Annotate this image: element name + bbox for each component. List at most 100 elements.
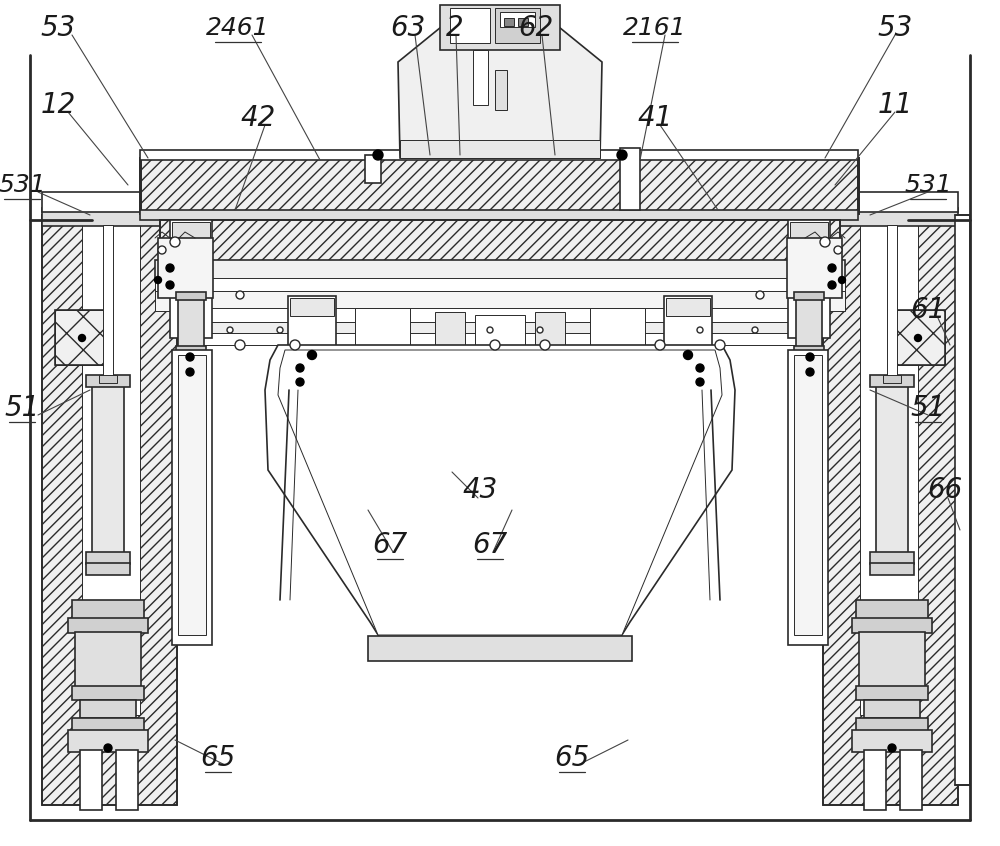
Polygon shape [278,350,722,635]
Bar [887,225,897,377]
Bar [475,315,525,345]
Text: 62: 62 [518,14,554,42]
Bar [450,8,490,43]
Bar [42,192,177,212]
Bar [80,700,136,718]
Bar [856,600,928,620]
Bar [355,308,410,348]
Bar [176,346,206,354]
Bar [890,310,945,365]
Bar [788,350,828,645]
Text: 42: 42 [240,104,276,132]
Circle shape [684,350,692,360]
Text: 67: 67 [372,531,408,559]
Bar [80,750,102,810]
Bar [368,636,632,661]
Text: 12: 12 [40,91,76,119]
Bar [75,632,141,687]
Bar [870,563,914,575]
Bar [82,215,140,715]
Circle shape [752,327,758,333]
Bar [140,158,858,213]
Bar [55,310,110,365]
Bar [796,296,822,348]
Text: 11: 11 [877,91,913,119]
Bar [856,686,928,700]
Polygon shape [265,345,735,648]
Circle shape [227,327,233,333]
Circle shape [296,378,304,386]
Bar [473,50,488,105]
Circle shape [806,353,814,361]
Bar [158,238,213,298]
Bar [666,298,710,316]
Bar [68,618,148,633]
Circle shape [828,281,836,289]
Circle shape [296,364,304,372]
Text: 65: 65 [554,744,590,772]
Circle shape [236,291,244,299]
Bar [155,278,845,293]
Bar [160,220,840,262]
Text: 43: 43 [462,476,498,504]
Circle shape [277,327,283,333]
Circle shape [820,237,830,247]
Bar [518,18,528,26]
Bar [55,310,110,365]
Text: 67: 67 [472,531,508,559]
Text: 66: 66 [927,476,963,504]
Bar [200,308,800,323]
Bar [400,140,600,158]
Text: 51: 51 [4,394,40,422]
Bar [864,750,886,810]
Text: 61: 61 [910,296,946,324]
Circle shape [756,291,764,299]
Circle shape [290,340,300,350]
Bar [172,222,210,242]
Text: 65: 65 [200,744,236,772]
Bar [178,355,206,635]
Circle shape [696,364,704,372]
Circle shape [186,368,194,376]
Bar [504,18,514,26]
Bar [86,563,130,575]
Bar [42,208,177,226]
Circle shape [806,368,814,376]
Bar [876,380,908,555]
Bar [155,291,845,311]
Bar [116,750,138,810]
Bar [200,333,800,345]
Bar [955,215,970,785]
Bar [870,375,914,387]
Text: 531: 531 [904,173,952,197]
Circle shape [158,246,166,254]
Bar [72,600,144,620]
Bar [170,220,212,338]
Bar [440,5,560,50]
Bar [290,298,334,316]
Bar [823,215,958,805]
Bar [790,222,828,242]
Bar [68,730,148,752]
Circle shape [617,150,627,160]
Bar [140,158,858,213]
Bar [500,12,535,27]
Bar [664,296,712,351]
Bar [823,208,958,226]
Circle shape [838,277,846,283]
Bar [140,210,858,220]
Bar [172,350,212,645]
Text: 53: 53 [40,14,76,42]
Circle shape [540,340,550,350]
Circle shape [537,327,543,333]
Text: 2461: 2461 [206,16,270,40]
Bar [864,700,920,718]
Circle shape [828,264,836,272]
Bar [288,296,336,351]
Bar [823,192,958,212]
Bar [856,718,928,732]
Bar [535,312,565,347]
Bar [794,355,822,635]
Text: 63: 63 [390,14,426,42]
Circle shape [78,334,86,342]
